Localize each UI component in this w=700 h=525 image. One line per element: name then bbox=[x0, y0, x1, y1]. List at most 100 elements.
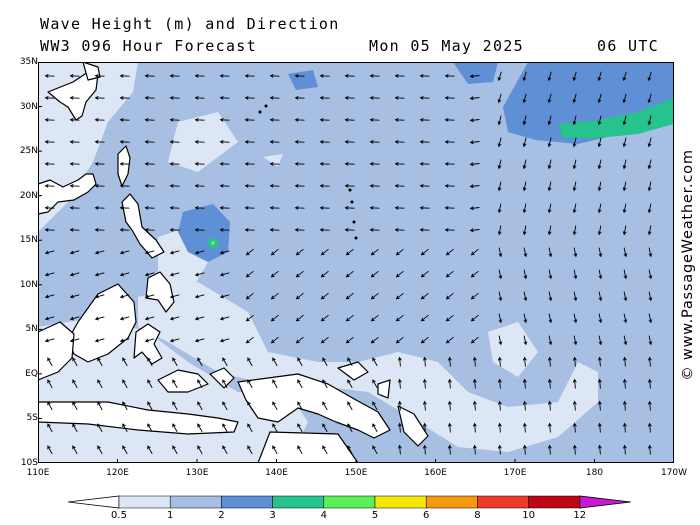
wave-arrow bbox=[270, 292, 279, 300]
wave-arrow bbox=[44, 272, 55, 277]
wave-arrow bbox=[547, 444, 552, 455]
wave-arrow bbox=[144, 205, 155, 210]
legend-tick: 0.5 bbox=[111, 510, 127, 521]
wave-arrow bbox=[370, 292, 379, 300]
wave-arrow bbox=[319, 183, 330, 188]
wave-arrow bbox=[547, 422, 552, 433]
wave-arrow bbox=[345, 270, 354, 278]
wave-arrow bbox=[169, 73, 180, 78]
wave-arrow bbox=[219, 73, 230, 78]
wave-arrow bbox=[647, 159, 652, 170]
wave-arrow bbox=[523, 313, 528, 324]
lat-label: 10N bbox=[19, 279, 38, 290]
wave-arrow bbox=[194, 227, 205, 232]
wave-arrow bbox=[219, 250, 230, 255]
wave-arrow bbox=[247, 401, 253, 411]
wave-arrow bbox=[370, 248, 379, 256]
wave-arrow bbox=[320, 336, 329, 344]
wave-arrow bbox=[44, 161, 55, 166]
wave-arrow bbox=[597, 137, 602, 148]
forecast-time: 06 UTC bbox=[597, 37, 659, 55]
wave-arrow bbox=[394, 161, 405, 166]
wave-arrow bbox=[269, 227, 280, 232]
wave-arrow bbox=[297, 423, 303, 433]
wave-arrow bbox=[647, 444, 652, 455]
wave-arrow bbox=[294, 227, 305, 232]
wave-arrow bbox=[147, 401, 153, 411]
wave-arrow bbox=[523, 269, 528, 280]
wave-arrow bbox=[244, 205, 255, 210]
wave-arrow bbox=[498, 269, 503, 280]
wave-arrow bbox=[420, 248, 429, 256]
wave-arrow bbox=[245, 248, 254, 256]
wave-arrow bbox=[322, 423, 328, 433]
wave-arrow bbox=[94, 205, 105, 210]
wave-arrow bbox=[169, 183, 180, 188]
wave-arrow bbox=[472, 378, 477, 389]
wave-arrow bbox=[622, 181, 627, 192]
wave-arrow bbox=[247, 445, 253, 455]
wave-arrow bbox=[69, 338, 80, 343]
wave-arrow bbox=[344, 227, 355, 232]
wave-arrow bbox=[497, 137, 502, 148]
wave-arrow bbox=[598, 269, 603, 280]
wave-arrow bbox=[622, 400, 627, 411]
wave-arrow bbox=[245, 336, 254, 344]
wave-arrow bbox=[647, 225, 652, 236]
wave-arrow bbox=[69, 205, 80, 210]
wave-arrow bbox=[397, 356, 402, 367]
wave-arrow bbox=[648, 291, 653, 302]
wave-arrow bbox=[44, 227, 55, 232]
wave-arrow bbox=[272, 445, 278, 455]
wave-arrow bbox=[444, 227, 455, 232]
wave-arrow bbox=[247, 379, 253, 389]
wave-arrow bbox=[369, 117, 380, 122]
wave-arrow bbox=[447, 356, 452, 367]
wave-arrow bbox=[469, 206, 480, 211]
wave-arrow bbox=[497, 225, 502, 236]
wave-arrow bbox=[597, 444, 602, 455]
lon-label: 110E bbox=[26, 468, 50, 478]
wave-arrow bbox=[647, 422, 652, 433]
wave-arrow bbox=[147, 445, 153, 455]
wave-arrow bbox=[144, 95, 155, 100]
wave-arrow bbox=[169, 139, 180, 144]
wave-arrow bbox=[94, 117, 105, 122]
wave-arrow bbox=[547, 137, 552, 148]
wave-arrow bbox=[347, 379, 353, 389]
wave-arrow bbox=[119, 117, 130, 122]
wave-arrow bbox=[144, 294, 155, 299]
wave-arrow bbox=[94, 139, 105, 144]
wave-arrow bbox=[573, 269, 578, 280]
wave-arrow bbox=[597, 225, 602, 236]
wave-arrow bbox=[245, 270, 254, 278]
wave-arrow bbox=[169, 161, 180, 166]
wave-arrow bbox=[497, 422, 502, 433]
wave-arrow bbox=[497, 181, 502, 192]
lon-label: 170W bbox=[660, 468, 688, 478]
wave-arrow bbox=[144, 117, 155, 122]
forecast-date: Mon 05 May 2025 bbox=[369, 37, 524, 55]
wave-arrow bbox=[522, 115, 527, 126]
wave-arrow bbox=[469, 118, 480, 123]
wave-arrow bbox=[119, 250, 130, 255]
wave-arrow bbox=[270, 270, 279, 278]
wave-arrow bbox=[394, 139, 405, 144]
wave-arrow bbox=[295, 270, 304, 278]
wave-arrow bbox=[319, 161, 330, 166]
wave-arrow bbox=[272, 423, 278, 433]
wave-arrow bbox=[597, 159, 602, 170]
wave-arrow bbox=[72, 401, 78, 411]
wave-arrow bbox=[222, 357, 228, 367]
wave-arrow bbox=[648, 313, 653, 324]
wave-arrow bbox=[572, 203, 577, 214]
wave-arrow bbox=[294, 73, 305, 78]
wave-arrow bbox=[44, 338, 55, 343]
wave-arrow bbox=[548, 291, 553, 302]
wave-arrow bbox=[169, 95, 180, 100]
wave-arrow bbox=[269, 117, 280, 122]
wave-arrow bbox=[469, 96, 480, 101]
wave-arrow bbox=[119, 139, 130, 144]
wave-arrow bbox=[122, 445, 128, 455]
wave-arrow bbox=[194, 205, 205, 210]
